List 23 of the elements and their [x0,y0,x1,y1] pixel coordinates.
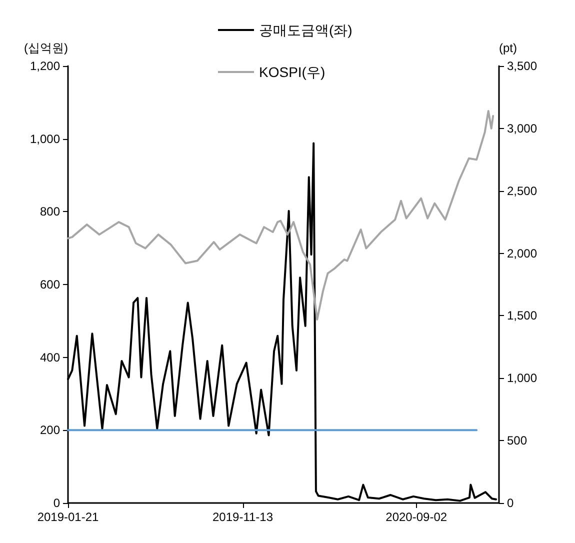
y-tick-label: 0 [53,496,60,510]
legend-label: KOSPI(우) [259,64,326,80]
y2-tick-label: 0 [507,496,514,510]
y-tick-label: 800 [40,204,60,219]
x-tick-label: 2019-01-21 [37,510,100,524]
y-tick-label: 1,000 [30,132,60,146]
legend-label: 공매도금액(좌) [259,22,352,38]
y-tick-label: 400 [40,350,60,364]
y2-tick-label: 2,000 [507,246,538,260]
line-series [67,110,494,320]
x-tick-label: 2020-09-02 [386,510,448,524]
y2-tick-label: 1,000 [507,371,538,386]
y-tick-label: 200 [40,423,60,438]
y2-tick-label: 500 [507,434,528,448]
y-tick-label: 600 [40,278,60,292]
y2-tick-label: 3,000 [507,121,538,136]
y2-tick-label: 1,500 [507,308,538,323]
y2-tick-label: 2,500 [507,184,538,198]
y2-axis-title: (pt) [499,41,518,55]
y-axis-title: (십억원) [24,41,68,55]
x-tick-label: 2019-11-13 [212,510,274,524]
y2-tick-label: 3,500 [507,59,538,73]
y-tick-label: 1,200 [30,59,60,73]
